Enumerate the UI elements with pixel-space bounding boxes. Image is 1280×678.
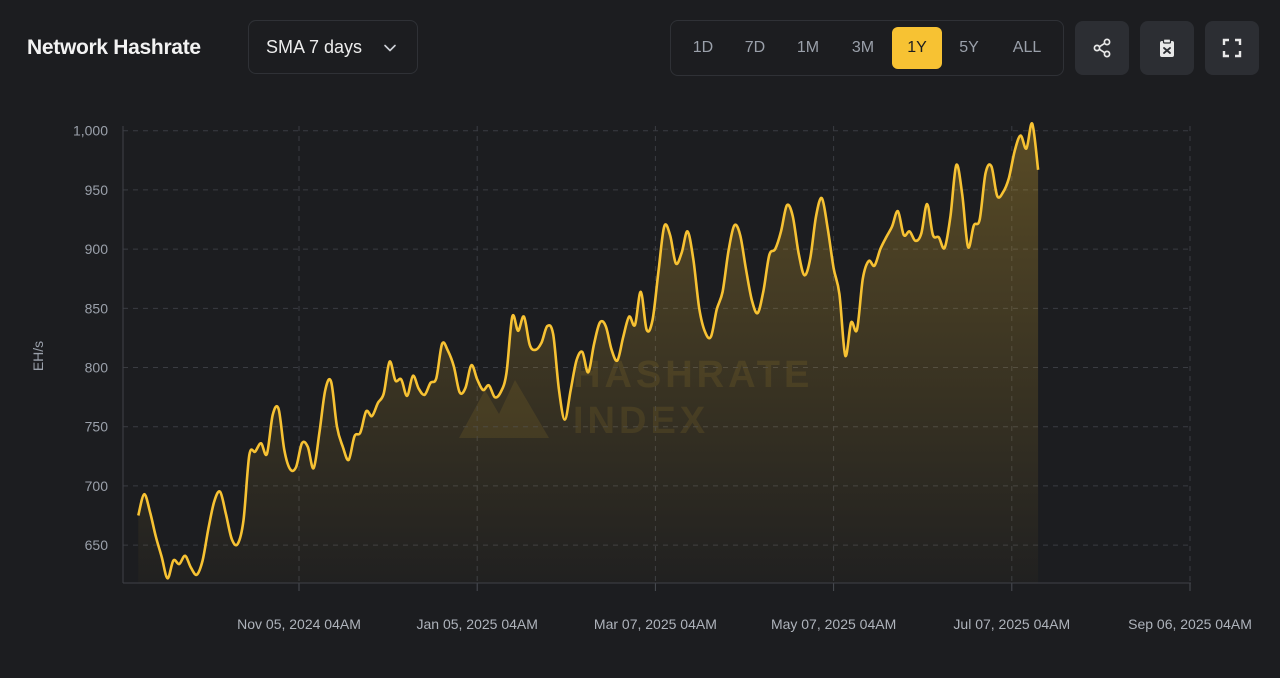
time-range-selector: 1D 7D 1M 3M 1Y 5Y ALL [670, 20, 1064, 76]
sma-select-label: SMA 7 days [266, 36, 363, 57]
y-tick-label: 650 [85, 537, 109, 553]
clipboard-icon [1160, 38, 1174, 57]
y-tick-label: 700 [85, 478, 109, 494]
hashrate-area-fill [138, 123, 1039, 583]
y-tick-label: 850 [85, 300, 109, 316]
y-axis-label: EH/s [30, 341, 46, 371]
hashrate-series-line[interactable] [137, 122, 1040, 580]
sma-period-select[interactable]: SMA 7 days [248, 20, 418, 74]
range-button-1d[interactable]: 1D [692, 39, 714, 56]
y-tick-label: 750 [85, 419, 109, 435]
copy-button[interactable] [1140, 21, 1194, 75]
x-tick-label: Jul 07, 2025 04AM [953, 616, 1070, 632]
x-tick-label: Sep 06, 2025 04AM [1128, 616, 1252, 632]
chevron-down-icon [384, 44, 396, 52]
share-icon [1093, 38, 1111, 58]
x-tick-label: Mar 07, 2025 04AM [594, 616, 717, 632]
fullscreen-icon [1222, 38, 1242, 58]
range-button-all[interactable]: ALL [1012, 39, 1042, 56]
x-tick-label: Jan 05, 2025 04AM [416, 616, 537, 632]
range-button-1m[interactable]: 1M [796, 39, 820, 56]
range-button-3m[interactable]: 3M [851, 39, 875, 56]
range-button-1y[interactable]: 1Y [892, 27, 942, 69]
page-title: Network Hashrate [27, 36, 201, 59]
x-tick-label: May 07, 2025 04AM [771, 616, 896, 632]
range-button-5y[interactable]: 5Y [959, 39, 979, 56]
y-tick-label: 800 [85, 360, 109, 376]
range-button-7d[interactable]: 7D [744, 39, 766, 56]
fullscreen-button[interactable] [1205, 21, 1259, 75]
y-tick-label: 950 [85, 182, 109, 198]
y-tick-label: 900 [85, 241, 109, 257]
share-button[interactable] [1075, 21, 1129, 75]
x-tick-label: Nov 05, 2024 04AM [237, 616, 361, 632]
y-tick-label: 1,000 [73, 123, 108, 139]
